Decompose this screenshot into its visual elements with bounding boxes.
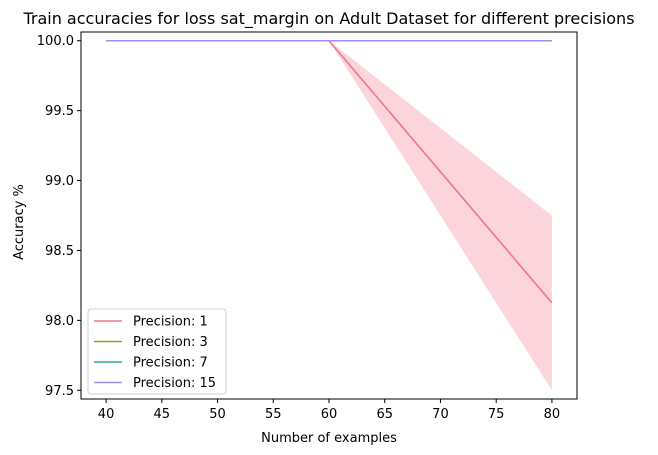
y-tick-label: 99.5 [45,104,74,119]
plot-area [106,39,553,391]
x-tick-label: 45 [154,407,171,422]
confidence-band-0 [106,40,552,391]
x-axis: 40 45 50 55 60 65 70 75 80 [98,399,560,422]
plot-frame [80,31,578,400]
legend-label-0: Precision: 1 [133,315,208,330]
y-tick-label: 98.5 [45,244,74,259]
x-tick-label: 60 [321,407,338,422]
y-axis: 97.5 98.0 98.5 99.0 99.5 100.0 [37,34,81,399]
legend: Precision: 1 Precision: 3 Precision: 7 Prec… [87,308,227,395]
x-tick-label: 50 [209,407,226,422]
y-tick-label: 97.5 [45,384,74,399]
legend-label-1: Precision: 3 [133,335,208,350]
x-tick-label: 80 [544,407,561,422]
x-tick-label: 70 [432,407,449,422]
y-tick-label: 100.0 [37,34,74,49]
x-axis-label: Number of examples [261,431,397,446]
legend-label-3: Precision: 15 [133,376,216,391]
legend-box [87,308,227,395]
x-tick-label: 55 [265,407,282,422]
y-tick-label: 98.0 [45,314,74,329]
x-tick-label: 40 [98,407,115,422]
y-tick-label: 99.0 [45,174,74,189]
x-tick-label: 65 [376,407,393,422]
x-tick-label: 75 [488,407,505,422]
legend-label-2: Precision: 7 [133,356,208,371]
y-axis-label: Accuracy % [12,184,27,260]
chart-title: Train accuracies for loss sat_margin on … [22,9,634,29]
